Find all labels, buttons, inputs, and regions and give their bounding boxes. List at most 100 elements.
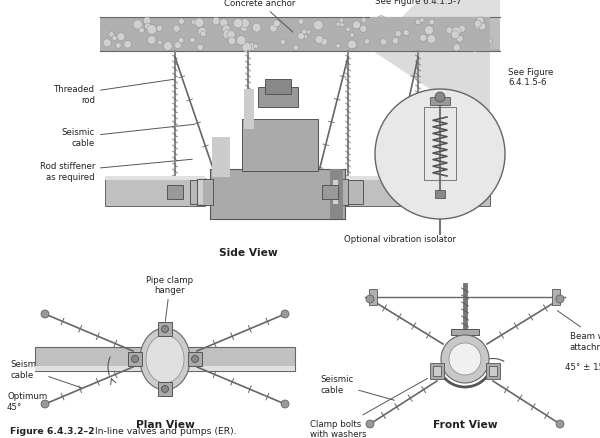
Circle shape bbox=[191, 20, 197, 26]
Circle shape bbox=[336, 23, 341, 28]
Text: Optimum
45°: Optimum 45° bbox=[7, 392, 47, 411]
Circle shape bbox=[41, 310, 49, 318]
Circle shape bbox=[457, 25, 461, 30]
Bar bbox=[369, 290, 377, 305]
Text: See Figure 6.4.1.5-7: See Figure 6.4.1.5-7 bbox=[374, 0, 461, 6]
Circle shape bbox=[453, 35, 459, 42]
Bar bbox=[128, 352, 142, 366]
Text: Seismic
cable: Seismic cable bbox=[320, 374, 394, 400]
Circle shape bbox=[112, 36, 117, 42]
Bar bbox=[333, 180, 338, 205]
Circle shape bbox=[174, 42, 181, 49]
Circle shape bbox=[453, 45, 460, 52]
Bar bbox=[552, 290, 560, 305]
Circle shape bbox=[242, 43, 252, 53]
Circle shape bbox=[236, 36, 246, 46]
Circle shape bbox=[223, 31, 232, 40]
Bar bbox=[424, 108, 456, 180]
Circle shape bbox=[433, 35, 440, 43]
Text: Figure 6.4.3.2–2: Figure 6.4.3.2–2 bbox=[10, 426, 95, 435]
Bar bbox=[340, 177, 490, 180]
Circle shape bbox=[420, 33, 427, 40]
Circle shape bbox=[103, 39, 111, 48]
Circle shape bbox=[452, 28, 461, 37]
Circle shape bbox=[298, 34, 305, 41]
Circle shape bbox=[350, 34, 355, 38]
Circle shape bbox=[253, 45, 258, 49]
Text: Plan View: Plan View bbox=[136, 419, 194, 429]
Circle shape bbox=[157, 26, 163, 32]
Circle shape bbox=[281, 310, 289, 318]
Circle shape bbox=[241, 25, 248, 32]
Bar bbox=[105, 177, 205, 180]
Circle shape bbox=[385, 27, 393, 35]
Circle shape bbox=[200, 32, 206, 38]
Polygon shape bbox=[370, 50, 490, 130]
Circle shape bbox=[143, 18, 151, 26]
Circle shape bbox=[427, 35, 436, 44]
Circle shape bbox=[212, 18, 220, 26]
Circle shape bbox=[269, 25, 277, 33]
Circle shape bbox=[139, 28, 145, 34]
Circle shape bbox=[361, 19, 366, 24]
Circle shape bbox=[133, 21, 143, 30]
Circle shape bbox=[227, 32, 235, 39]
Bar bbox=[210, 170, 345, 219]
Bar bbox=[489, 366, 497, 376]
Text: See Figure
6.4.1.5-6: See Figure 6.4.1.5-6 bbox=[508, 68, 553, 87]
Circle shape bbox=[347, 41, 356, 49]
Circle shape bbox=[304, 35, 308, 39]
Circle shape bbox=[320, 39, 328, 46]
Bar bbox=[158, 322, 172, 336]
Circle shape bbox=[222, 26, 230, 34]
Bar bbox=[167, 186, 183, 200]
Circle shape bbox=[556, 295, 564, 303]
Bar bbox=[265, 80, 291, 95]
Text: 45° ± 15°: 45° ± 15° bbox=[565, 363, 600, 372]
Circle shape bbox=[403, 42, 412, 52]
Circle shape bbox=[190, 38, 195, 43]
Circle shape bbox=[178, 19, 184, 25]
Circle shape bbox=[280, 40, 286, 46]
Circle shape bbox=[252, 24, 261, 33]
Circle shape bbox=[380, 39, 387, 46]
Circle shape bbox=[392, 39, 398, 45]
Circle shape bbox=[198, 28, 206, 37]
Polygon shape bbox=[370, 0, 500, 50]
Circle shape bbox=[487, 40, 493, 45]
Circle shape bbox=[228, 38, 236, 46]
Bar bbox=[244, 90, 254, 130]
Circle shape bbox=[298, 20, 304, 25]
Circle shape bbox=[449, 34, 457, 43]
Circle shape bbox=[315, 36, 323, 44]
Bar bbox=[430, 363, 444, 379]
Circle shape bbox=[163, 42, 172, 51]
Circle shape bbox=[451, 32, 459, 40]
Circle shape bbox=[109, 32, 114, 38]
Circle shape bbox=[247, 43, 255, 52]
Circle shape bbox=[403, 31, 409, 37]
Circle shape bbox=[428, 27, 433, 32]
Text: Front View: Front View bbox=[433, 419, 497, 429]
Circle shape bbox=[387, 40, 392, 45]
Circle shape bbox=[474, 21, 481, 28]
Text: Rod stiffener
as required: Rod stiffener as required bbox=[40, 160, 192, 181]
Circle shape bbox=[427, 25, 432, 29]
Circle shape bbox=[313, 21, 323, 31]
Circle shape bbox=[307, 31, 311, 35]
Circle shape bbox=[476, 18, 484, 25]
Circle shape bbox=[273, 21, 280, 28]
Circle shape bbox=[178, 38, 184, 44]
Circle shape bbox=[281, 400, 289, 408]
Circle shape bbox=[441, 335, 489, 383]
Bar bbox=[105, 179, 205, 207]
Bar bbox=[158, 382, 172, 396]
Circle shape bbox=[446, 28, 452, 35]
Circle shape bbox=[376, 17, 386, 26]
Bar bbox=[435, 191, 445, 198]
Circle shape bbox=[158, 41, 162, 46]
Circle shape bbox=[41, 400, 49, 408]
Bar bbox=[332, 180, 348, 205]
Bar bbox=[451, 329, 479, 335]
Circle shape bbox=[336, 44, 340, 49]
